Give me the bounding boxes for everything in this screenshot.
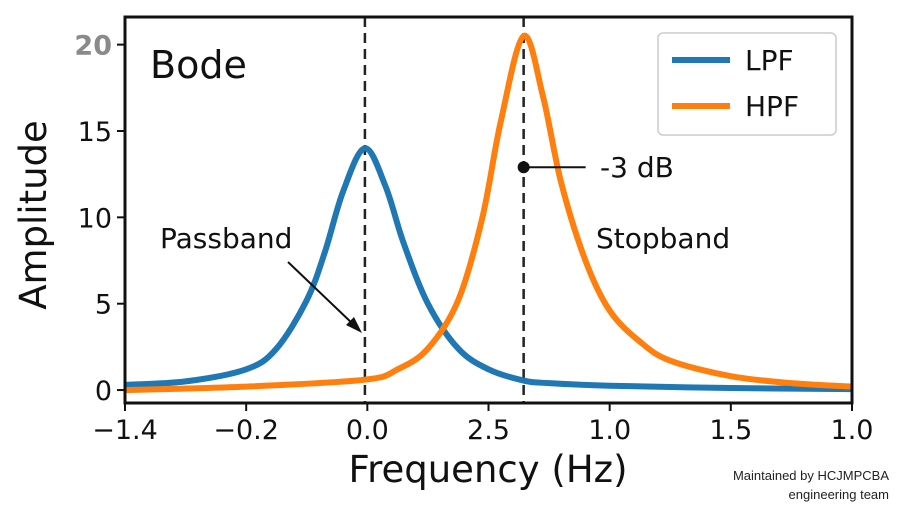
legend: LPF HPF <box>657 32 837 136</box>
series-line-hpf <box>124 32 853 394</box>
x-tick-label: 0.0 <box>346 415 389 446</box>
y-tick-label: 10 <box>78 203 112 234</box>
y-axis-label: Amplitude <box>12 120 55 310</box>
y-tick-label: 20 <box>74 31 112 62</box>
footer-line-1: Maintained by HCJMPCBA <box>732 468 889 483</box>
chart-title: Bode <box>150 43 247 87</box>
y-tick-label: 15 <box>78 117 112 148</box>
x-tick-label: 1.5 <box>709 415 752 446</box>
passband-arrow <box>287 261 362 333</box>
x-tick-label: 1.0 <box>831 415 874 446</box>
y-tick-label: 0 <box>95 376 112 407</box>
minus-3db-label: -3 dB <box>600 151 674 184</box>
x-tick-label: 2.5 <box>467 415 510 446</box>
legend-label-hpf: HPF <box>745 90 799 123</box>
footer-line-2: engineering team <box>788 487 889 502</box>
x-axis-label: Frequency (Hz) <box>348 448 627 491</box>
y-tick-label: 5 <box>95 290 112 321</box>
legend-label-lpf: LPF <box>745 44 794 77</box>
minus-3db-point <box>517 161 530 174</box>
series-line-lpf <box>124 145 853 393</box>
x-tick-label: −0.2 <box>213 415 279 446</box>
stopband-label: Stopband <box>596 222 730 255</box>
passband-label: Passband <box>160 222 292 255</box>
footer-credit: Maintained by HCJMPCBA engineering team <box>733 466 889 504</box>
x-tick-label: 1.0 <box>588 415 631 446</box>
x-tick-label: −1.4 <box>92 415 158 446</box>
